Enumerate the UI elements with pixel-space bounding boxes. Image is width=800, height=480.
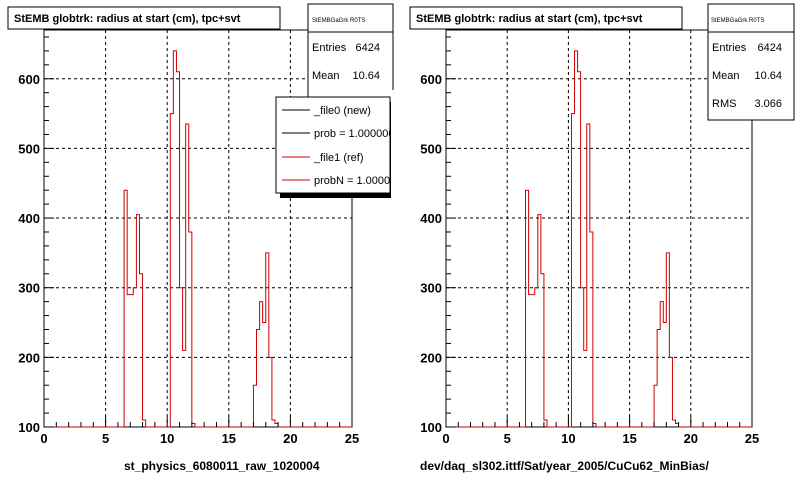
left-panel: 0 5 10 15 20 25 100 200 300 400 500 600 StEMB glob… bbox=[7, 3, 402, 473]
left-stats-entries-label: Entries bbox=[312, 42, 347, 54]
right-frame bbox=[445, 29, 753, 428]
right-y-tick-label: 300 bbox=[420, 281, 442, 296]
left-x-tick-label: 15 bbox=[222, 431, 236, 446]
left-x-tick-label: 20 bbox=[283, 431, 297, 446]
left-histogram-line bbox=[44, 50, 352, 428]
left-x-axis-label: st_physics_6080011_raw_1020004 bbox=[124, 459, 320, 473]
left-title: StEMB globtrk: radius at start (cm), tpc… bbox=[14, 13, 241, 25]
legend-label-prob: prob = 1.000000 bbox=[314, 128, 394, 140]
right-grid bbox=[446, 30, 752, 427]
right-x-tick-label: 20 bbox=[684, 431, 698, 446]
right-y-tick-label: 600 bbox=[420, 72, 442, 87]
left-grid bbox=[44, 30, 352, 427]
right-x-tick-label: 10 bbox=[561, 431, 575, 446]
left-title-box bbox=[7, 6, 281, 30]
right-y-ticks: 100 200 300 400 500 600 bbox=[420, 36, 456, 435]
right-stats-name: StEMBGaGrk R0TS bbox=[711, 18, 764, 24]
right-stats-mean-value: 10.64 bbox=[754, 70, 782, 82]
right-stats-box bbox=[707, 3, 795, 121]
left-y-tick-label: 100 bbox=[18, 420, 40, 435]
right-stats-mean-label: Mean bbox=[712, 70, 740, 82]
right-histogram-line bbox=[446, 50, 752, 428]
left-x-tick-label: 25 bbox=[345, 431, 359, 446]
pad-gap bbox=[391, 90, 405, 210]
left-stats-box bbox=[307, 3, 394, 105]
legend-label-file0: _file0 (new) bbox=[313, 105, 371, 117]
left-stats-entries-value: 6424 bbox=[356, 42, 380, 54]
right-y-tick-label: 400 bbox=[420, 211, 442, 226]
right-y-tick-label: 200 bbox=[420, 350, 442, 365]
left-x-ticks: 0 5 10 15 20 25 bbox=[40, 417, 359, 446]
left-x-tick-label: 0 bbox=[40, 431, 47, 446]
right-x-tick-label: 25 bbox=[745, 431, 759, 446]
left-x-tick-label: 5 bbox=[102, 431, 109, 446]
legend: _file0 (new) prob = 1.000000 _file1 (ref… bbox=[275, 96, 402, 198]
legend-box bbox=[275, 96, 391, 194]
right-title-box bbox=[409, 6, 683, 30]
right-stats-rms-value: 3.066 bbox=[754, 98, 782, 110]
left-y-tick-label: 500 bbox=[18, 141, 40, 156]
left-y-tick-label: 400 bbox=[18, 211, 40, 226]
right-x-tick-label: 15 bbox=[622, 431, 636, 446]
right-stats-rms-label: RMS bbox=[712, 98, 736, 110]
right-x-tick-label: 0 bbox=[442, 431, 449, 446]
right-y-tick-label: 500 bbox=[420, 141, 442, 156]
left-frame bbox=[43, 29, 353, 428]
right-title: StEMB globtrk: radius at start (cm), tpc… bbox=[416, 13, 643, 25]
left-y-tick-label: 300 bbox=[18, 281, 40, 296]
right-y-tick-label: 100 bbox=[420, 420, 442, 435]
left-x-tick-label: 10 bbox=[160, 431, 174, 446]
legend-label-file1: _file1 (ref) bbox=[313, 152, 364, 164]
left-stats-name: StEMBGaGrk R0TS bbox=[312, 18, 365, 24]
right-x-ticks: 0 5 10 15 20 25 bbox=[442, 417, 759, 446]
left-y-tick-label: 600 bbox=[18, 72, 40, 87]
right-x-axis-label: dev/daq_sl302.ittf/Sat/year_2005/CuCu62_… bbox=[420, 459, 709, 473]
left-stats-mean-value: 10.64 bbox=[352, 70, 380, 82]
left-stats-mean-label: Mean bbox=[312, 70, 340, 82]
left-y-tick-label: 200 bbox=[18, 350, 40, 365]
right-x-tick-label: 5 bbox=[504, 431, 511, 446]
legend-label-probn: probN = 1.000000 bbox=[314, 175, 402, 187]
right-stats-entries-value: 6424 bbox=[758, 42, 782, 54]
right-stats-entries-label: Entries bbox=[712, 42, 747, 54]
left-y-ticks: 100 200 300 400 500 600 bbox=[18, 36, 54, 435]
right-panel: 0 5 10 15 20 25 100 200 300 400 500 600 StEMB glob… bbox=[409, 3, 795, 473]
